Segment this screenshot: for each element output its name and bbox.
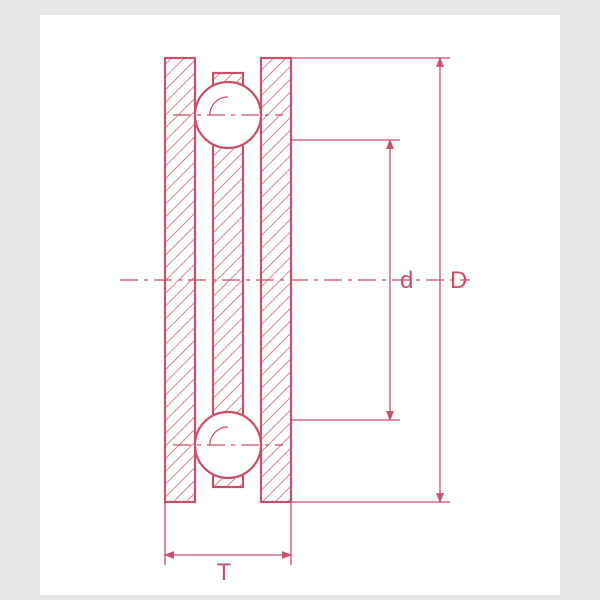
dim-d-label: d — [400, 267, 413, 294]
image-card — [40, 15, 560, 595]
dim-T-label: T — [217, 559, 232, 586]
dim-D-label: D — [450, 267, 467, 294]
